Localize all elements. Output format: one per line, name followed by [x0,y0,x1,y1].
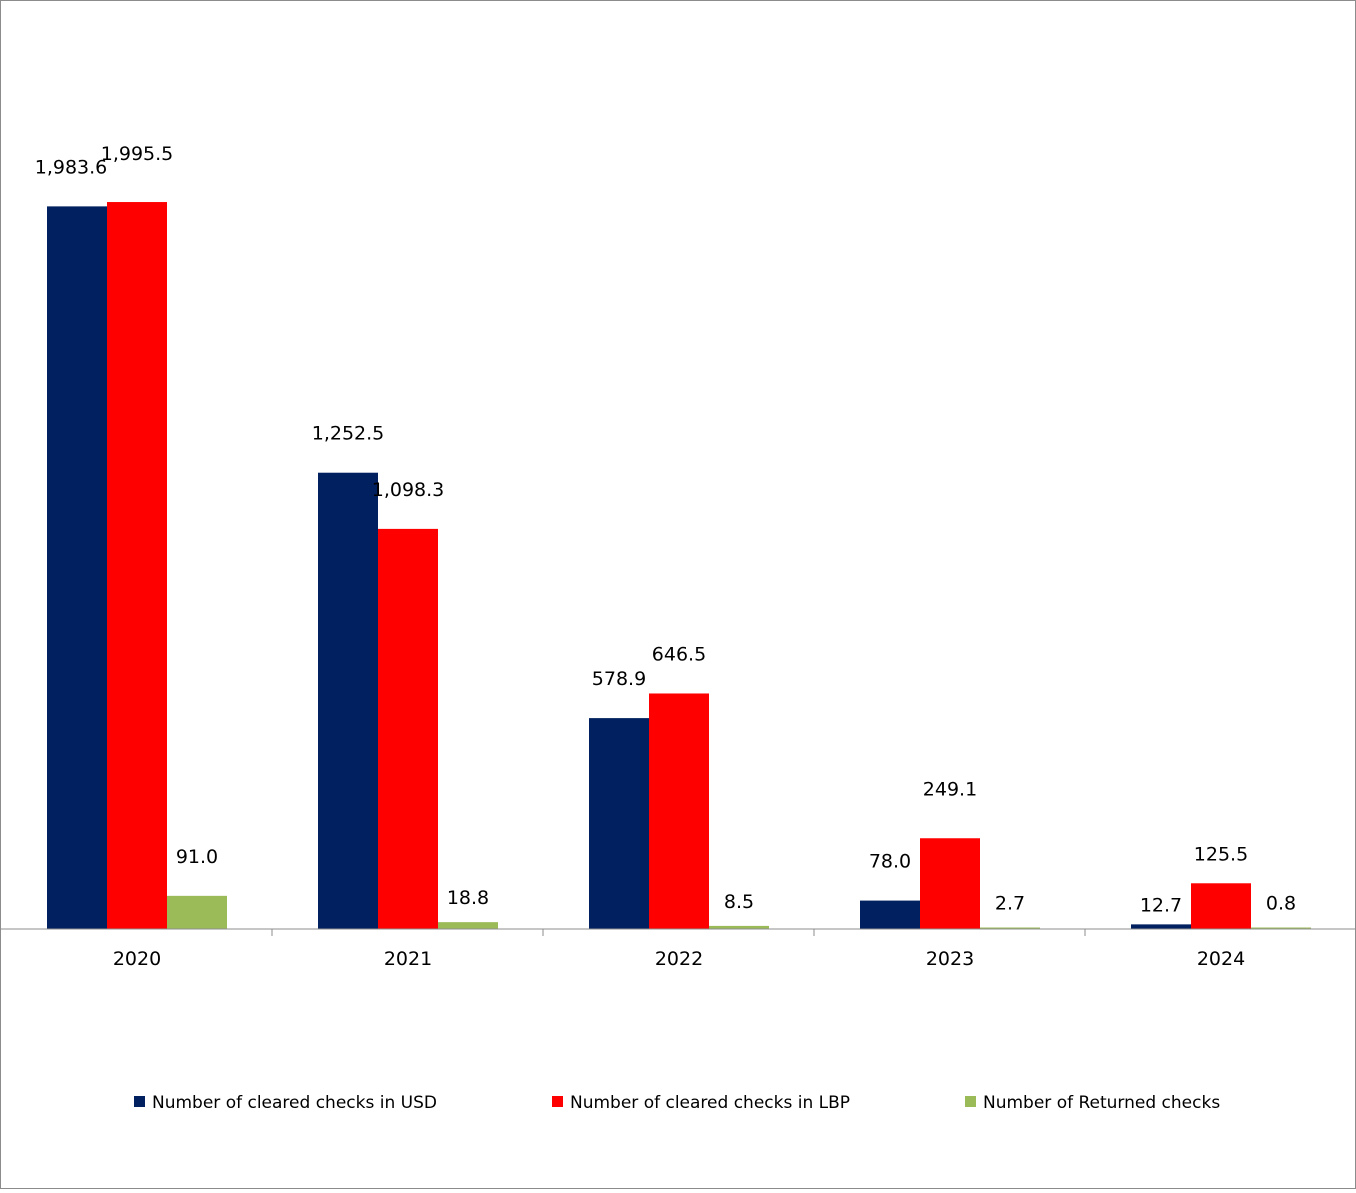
data-label-2024-series-1: 12.7 [1140,894,1182,916]
bar-2021-series-2 [378,528,438,929]
data-label-2022-series-2: 646.5 [652,643,706,665]
bar-2023-series-2 [920,838,980,929]
data-label-2024-series-2: 125.5 [1194,843,1248,865]
legend: Number of cleared checks in USD Number of… [134,1093,1220,1113]
category-label-2021: 2021 [384,948,432,970]
legend-swatch-series-1 [134,1096,145,1107]
bar-2020-series-2 [107,202,167,929]
data-label-2024-series-3: 0.8 [1266,893,1296,915]
bar-2020-series-3 [167,895,227,929]
bar-2022-series-3 [709,925,769,929]
data-label-2021-series-1: 1,252.5 [312,423,385,445]
category-label-2024: 2024 [1197,948,1245,970]
bar-2020-series-1 [47,206,107,930]
bars-group [47,202,1311,930]
data-label-2022-series-3: 8.5 [724,891,754,913]
data-label-2023-series-3: 2.7 [995,893,1025,915]
data-label-2020-series-2: 1,995.5 [101,143,174,165]
legend-label-series-1: Number of cleared checks in USD [152,1093,437,1113]
bar-2022-series-2 [649,693,709,929]
data-label-2020-series-1: 1,983.6 [35,156,108,178]
legend-swatch-series-3 [965,1096,976,1107]
data-label-2020-series-3: 91.0 [176,846,218,868]
bar-2023-series-3 [980,927,1040,929]
bar-2021-series-1 [318,472,378,929]
data-label-2023-series-2: 249.1 [923,778,977,800]
data-label-2022-series-1: 578.9 [592,668,646,690]
bar-2023-series-1 [860,900,920,929]
legend-label-series-2: Number of cleared checks in LBP [570,1093,850,1113]
legend-swatch-series-2 [552,1096,563,1107]
data-label-2023-series-1: 78.0 [869,851,911,873]
category-label-2020: 2020 [113,948,161,970]
category-labels-group: 2020 2021 2022 2023 2024 [113,948,1245,970]
value-labels-group: 1,983.61,995.5 91.0 1,252.5 1,098.3 18.8 578.… [35,143,1296,916]
bar-2022-series-1 [589,718,649,929]
legend-label-series-3: Number of Returned checks [983,1093,1220,1113]
x-axis-ticks [271,929,1356,936]
bar-2024-series-2 [1191,883,1251,929]
bar-2021-series-3 [438,922,498,929]
data-label-2021-series-2: 1,098.3 [372,479,445,501]
category-label-2023: 2023 [926,948,974,970]
data-label-2021-series-3: 18.8 [447,887,489,909]
bar-2024-series-1 [1131,924,1191,929]
category-label-2022: 2022 [655,948,703,970]
bar-2024-series-3 [1251,927,1311,929]
